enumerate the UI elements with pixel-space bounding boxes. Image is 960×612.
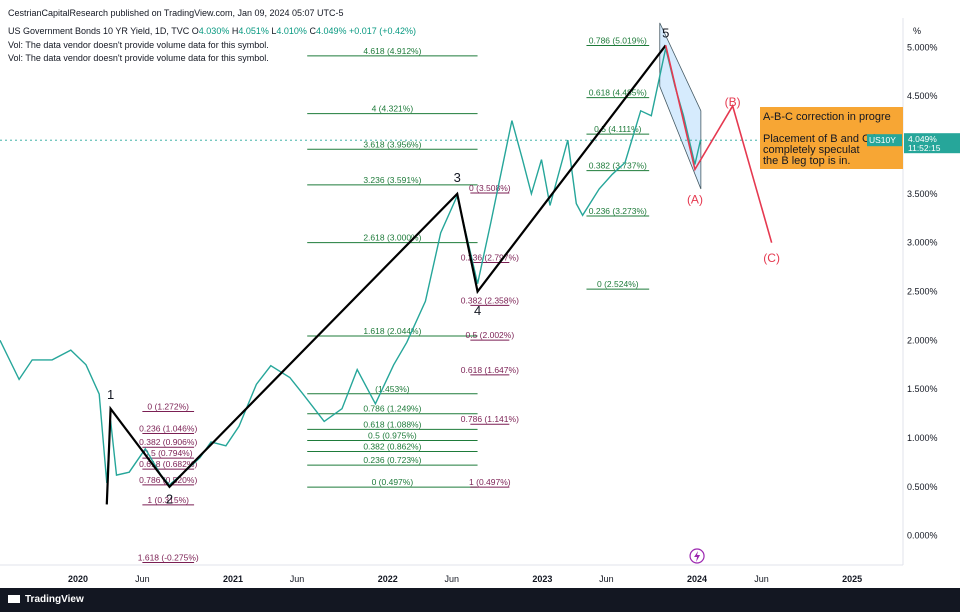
fib-level-label: 0.5 (4.111%) <box>594 124 642 134</box>
wave-label: 4 <box>474 303 481 318</box>
y-tick-label: 1.500% <box>907 384 938 394</box>
ohlc-high: 4.051% <box>238 26 269 36</box>
tradingview-brand: TradingView <box>25 594 84 605</box>
wave-label: 5 <box>662 26 669 41</box>
fib-level-label: 0.5 (0.794%) <box>144 448 193 458</box>
abc-correction-path <box>664 45 773 243</box>
volume-note-1: Vol: The data vendor doesn't provide vol… <box>8 40 269 50</box>
last-price-value: 4.049% <box>908 134 937 144</box>
y-tick-label: 3.500% <box>907 189 938 199</box>
fib-level-label: 0.5 (0.975%) <box>368 430 417 440</box>
volume-note-2: Vol: The data vendor doesn't provide vol… <box>8 53 269 63</box>
note-line: completely speculat <box>763 144 860 156</box>
fib-level-label: 2.618 (3.000%) <box>363 233 421 243</box>
y-tick-label: 4.500% <box>907 91 938 101</box>
wave-label: 3 <box>454 170 461 185</box>
x-tick-label: Jun <box>754 574 769 584</box>
fib-level-label: 0.786 (5.019%) <box>589 35 647 45</box>
fib-level-label: 0.236 (2.797%) <box>461 252 519 262</box>
x-tick-label: 2020 <box>68 574 88 584</box>
fib-level-label: 0.382 (0.862%) <box>363 441 421 451</box>
fib-level-label: (1.453%) <box>375 384 410 394</box>
x-tick-label: Jun <box>290 574 305 584</box>
x-tick-label: Jun <box>444 574 459 584</box>
last-price-time: 11:52:15 <box>908 143 941 153</box>
y-tick-label: 5.000% <box>907 42 938 52</box>
note-line: A-B-C correction in progre <box>763 111 891 123</box>
x-tick-label: 2024 <box>687 574 707 584</box>
fib-level-label: 4.618 (4.912%) <box>363 46 421 56</box>
ohlc-h-label: H <box>231 26 239 36</box>
x-tick-label: 2021 <box>223 574 243 584</box>
lightning-bolt-icon <box>694 551 701 562</box>
ohlc-low: 4.010% <box>276 26 307 36</box>
y-tick-label: 0.500% <box>907 482 938 492</box>
fib-level-label: 0.382 (3.737%) <box>589 161 647 171</box>
fib-level-label: 0 (3.508%) <box>469 183 511 193</box>
fib-level-label: 3.236 (3.591%) <box>363 175 421 185</box>
elliott-wave-path <box>105 44 667 505</box>
note-line: the B leg top is in. <box>763 155 850 167</box>
lightning-icon <box>689 548 705 564</box>
fib-level-label: 0.618 (1.088%) <box>363 419 421 429</box>
ohlc-c-label: C <box>309 26 316 36</box>
published-line: CestrianCapitalResearch published on Tra… <box>8 8 344 18</box>
price-series-line <box>0 48 702 486</box>
wave-label: 1 <box>107 387 114 402</box>
ohlc-change: +0.017 (+0.42%) <box>349 26 417 36</box>
fib-level-label: 0.618 (0.682%) <box>139 459 197 469</box>
x-tick-label: 2023 <box>532 574 552 584</box>
ohlc-o-label: O <box>191 26 199 36</box>
x-tick-label: 2025 <box>842 574 862 584</box>
symbol-badge-label: US10Y <box>869 135 896 145</box>
y-tick-label: 0.000% <box>907 531 938 541</box>
fib-level-label: 0.236 (0.723%) <box>363 455 421 465</box>
axis-unit-label: % <box>913 26 922 36</box>
fib-level-label: 0.786 (1.249%) <box>363 404 421 414</box>
fib-level-label: 1 (0.315%) <box>147 495 189 505</box>
wave-label: 2 <box>166 491 173 506</box>
x-tick-label: 2022 <box>378 574 398 584</box>
fib-level-label: 0 (0.497%) <box>372 477 414 487</box>
symbol-ohlc-line: US Government Bonds 10 YR Yield, 1D, TVC… <box>8 26 416 36</box>
fib-level-label: 3.618 (3.956%) <box>363 139 421 149</box>
symbol-title: US Government Bonds 10 YR Yield, 1D, TVC <box>8 26 190 36</box>
wave-label: (C) <box>763 251 780 265</box>
x-tick-label: Jun <box>599 574 614 584</box>
fib-level-label: 0.5 (2.002%) <box>466 330 515 340</box>
last-price-badge <box>904 133 960 154</box>
ohlc-open: 4.030% <box>198 26 230 36</box>
tradingview-logo: TradingView <box>8 594 84 605</box>
fib-level-label: 4 (4.321%) <box>372 104 414 114</box>
ohlc-close: 4.049% <box>315 26 347 36</box>
ohlc-l-label: L <box>271 26 277 36</box>
fib-level-label: 0.382 (2.358%) <box>461 295 519 305</box>
wave-label: (B) <box>725 95 741 109</box>
x-tick-label: Jun <box>135 574 150 584</box>
y-tick-label: 3.000% <box>907 238 938 248</box>
fib-level-label: 0.618 (1.647%) <box>461 365 519 375</box>
y-tick-label: 2.500% <box>907 287 938 297</box>
fib-level-label: 1 (0.497%) <box>469 477 511 487</box>
footer-bar <box>0 588 960 612</box>
tradingview-logo-icon <box>8 595 20 604</box>
fib-level-label: 0.786 (0.520%) <box>139 475 197 485</box>
symbol-badge <box>867 134 902 147</box>
fib-level-label: 0.236 (3.273%) <box>589 206 647 216</box>
y-tick-label: 2.000% <box>907 335 938 345</box>
y-tick-label: 1.000% <box>907 433 938 443</box>
fib-level-label: 0.382 (0.906%) <box>139 437 197 447</box>
fib-level-label: 0.236 (1.046%) <box>139 424 197 434</box>
wave-label: (A) <box>687 193 703 207</box>
fib-level-label: 0 (1.272%) <box>147 401 189 411</box>
note-line: Placement of B and C leg a <box>763 133 898 145</box>
fib-level-label: 1.618 (-0.275%) <box>138 553 199 563</box>
fib-level-label: 0.786 (1.141%) <box>461 414 519 424</box>
fib-level-label: 1.618 (2.044%) <box>363 326 421 336</box>
fib-level-label: 0 (2.524%) <box>597 279 639 289</box>
fib-level-label: 0.618 (4.485%) <box>589 88 647 98</box>
